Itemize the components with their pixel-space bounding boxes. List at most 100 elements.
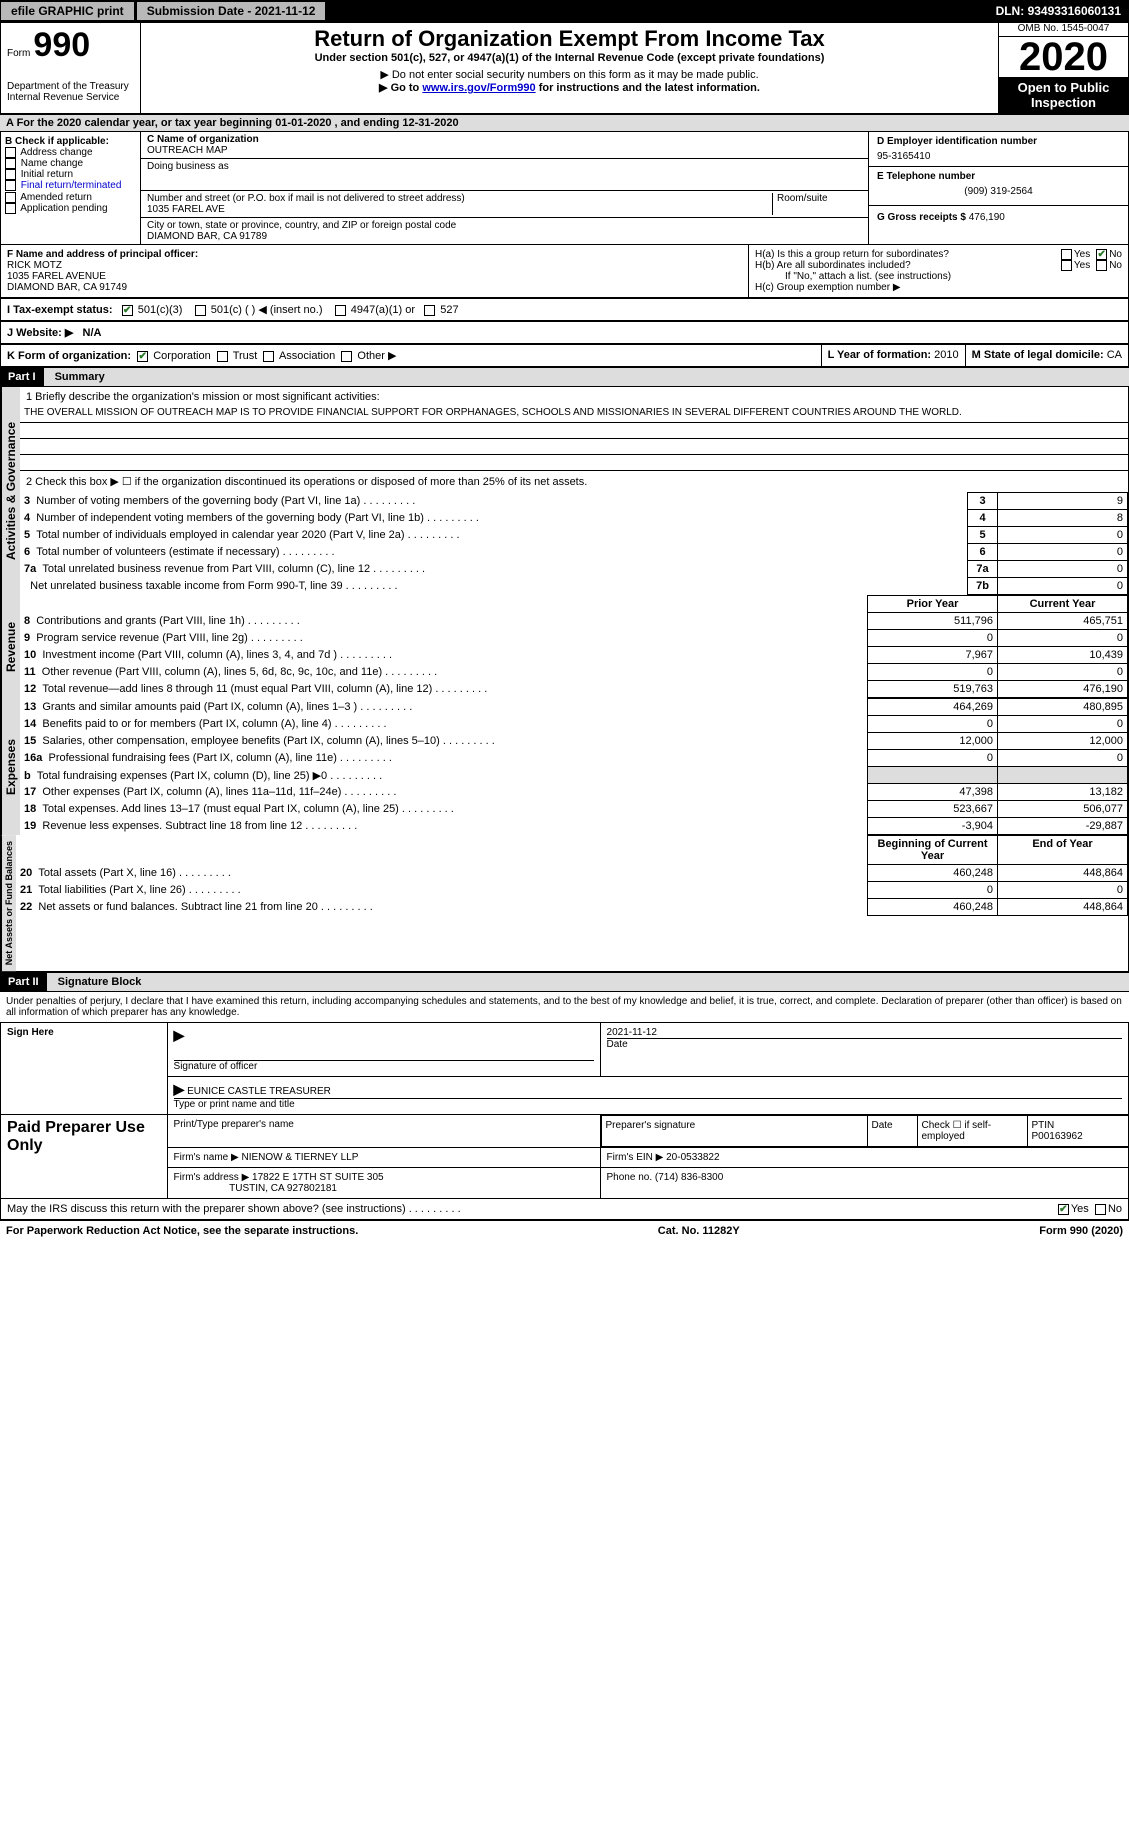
org-name-label: C Name of organization: [147, 134, 259, 145]
chk-label: Final return/terminated: [21, 181, 122, 192]
col-prior: Prior Year: [868, 596, 998, 613]
expenses-section: Expenses 13 Grants and similar amounts p…: [0, 698, 1129, 835]
footer-right: Form 990 (2020): [1039, 1225, 1123, 1237]
goto-suffix: for instructions and the latest informat…: [536, 82, 760, 94]
chk-corp[interactable]: Corporation: [137, 350, 211, 362]
no-label: No: [1108, 1203, 1122, 1215]
form-header: Form 990 Return of Organization Exempt F…: [0, 22, 1129, 114]
no-label: No: [1109, 260, 1122, 271]
website-value: N/A: [83, 327, 102, 339]
table-row: 4 Number of independent voting members o…: [20, 510, 1128, 527]
firm-addr-label: Firm's address ▶: [174, 1172, 253, 1183]
discuss-yes[interactable]: Yes: [1058, 1203, 1089, 1215]
chk-501c[interactable]: 501(c) ( ) ◀ (insert no.): [195, 304, 323, 316]
efile-button[interactable]: efile GRAPHIC print: [0, 1, 135, 21]
yes-label: Yes: [1071, 1203, 1089, 1215]
form-subtitle-3: ▶ Go to www.irs.gov/Form990 for instruct…: [147, 81, 992, 94]
chk-pending[interactable]: Application pending: [5, 203, 136, 214]
submission-date-value: 2021-11-12: [255, 4, 316, 18]
box-c: C Name of organizationOUTREACH MAP Doing…: [141, 132, 868, 244]
revenue-table: Prior YearCurrent Year 8 Contributions a…: [20, 595, 1128, 698]
opt-label: Association: [279, 350, 335, 362]
table-row: 16a Professional fundraising fees (Part …: [20, 750, 1128, 767]
chk-name-change[interactable]: Name change: [5, 158, 136, 169]
org-name: OUTREACH MAP: [147, 145, 228, 156]
form-subtitle-1: Under section 501(c), 527, or 4947(a)(1)…: [147, 52, 992, 64]
part2-title: Signature Block: [50, 973, 150, 991]
netassets-table: Beginning of Current YearEnd of Year 20 …: [16, 835, 1128, 916]
ha-yes[interactable]: Yes: [1061, 249, 1090, 260]
hb-yes[interactable]: Yes: [1061, 260, 1090, 271]
part1-title: Summary: [47, 368, 113, 386]
chk-initial-return[interactable]: Initial return: [5, 169, 136, 180]
submission-date-label: Submission Date -: [147, 4, 255, 18]
officer-name: RICK MOTZ: [7, 260, 62, 271]
date-label2: Date: [868, 1116, 918, 1146]
website-label: J Website: ▶: [7, 327, 73, 339]
chk-501c3[interactable]: 501(c)(3): [122, 304, 183, 316]
name-title-label: Type or print name and title: [174, 1098, 1122, 1110]
form-subtitle-2: ▶ Do not enter social security numbers o…: [147, 68, 992, 81]
hb-label: H(b) Are all subordinates included?: [755, 260, 1061, 271]
opt-label: Other ▶: [357, 350, 396, 362]
check-self[interactable]: Check ☐ if self-employed: [918, 1116, 1028, 1146]
hb-no[interactable]: No: [1096, 260, 1122, 271]
table-row: 7a Total unrelated business revenue from…: [20, 561, 1128, 578]
row-i: I Tax-exempt status: 501(c)(3) 501(c) ( …: [0, 298, 1129, 321]
col-end: End of Year: [998, 836, 1128, 865]
chk-assoc[interactable]: Association: [263, 350, 335, 362]
opt-label: 4947(a)(1) or: [351, 304, 415, 316]
table-row: 15 Salaries, other compensation, employe…: [20, 733, 1128, 750]
ptin-label: PTIN: [1032, 1120, 1055, 1131]
firm-addr: 17822 E 17TH ST SUITE 305: [252, 1172, 384, 1183]
vtab-governance: Activities & Governance: [1, 387, 20, 595]
col-begin: Beginning of Current Year: [868, 836, 998, 865]
year-formation-label: L Year of formation:: [828, 349, 935, 361]
hb-note: If "No," attach a list. (see instruction…: [755, 271, 1122, 282]
year-formation: 2010: [934, 349, 958, 361]
chk-amended[interactable]: Amended return: [5, 192, 136, 203]
dln-value: 93493316060131: [1028, 4, 1121, 18]
box-f-h: F Name and address of principal officer:…: [0, 245, 1129, 298]
chk-trust[interactable]: Trust: [217, 350, 258, 362]
top-bar: efile GRAPHIC print Submission Date - 20…: [0, 0, 1129, 22]
revenue-section: Revenue Prior YearCurrent Year 8 Contrib…: [0, 595, 1129, 698]
chk-final-return[interactable]: Final return/terminated: [5, 180, 136, 191]
domicile-value: CA: [1107, 349, 1122, 361]
street-address: 1035 FAREL AVE: [147, 204, 225, 215]
signature-table: Sign Here ▶ Signature of officer 2021-11…: [0, 1022, 1129, 1199]
dln-label: DLN:: [996, 4, 1028, 18]
row-klm: K Form of organization: Corporation Trus…: [0, 344, 1129, 367]
form-title: Return of Organization Exempt From Incom…: [147, 26, 992, 52]
chk-address-change[interactable]: Address change: [5, 147, 136, 158]
ha-no[interactable]: No: [1096, 249, 1122, 260]
discuss-row: May the IRS discuss this return with the…: [0, 1199, 1129, 1220]
footer-mid: Cat. No. 11282Y: [658, 1225, 740, 1237]
hc-label: H(c) Group exemption number ▶: [755, 282, 1122, 293]
chk-4947[interactable]: 4947(a)(1) or: [335, 304, 415, 316]
table-row: 3 Number of voting members of the govern…: [20, 493, 1128, 510]
firm-ein-label: Firm's EIN ▶: [607, 1152, 667, 1163]
table-row: 5 Total number of individuals employed i…: [20, 527, 1128, 544]
instructions-link[interactable]: www.irs.gov/Form990: [422, 82, 535, 94]
chk-527[interactable]: 527: [424, 304, 458, 316]
table-row: b Total fundraising expenses (Part IX, c…: [20, 767, 1128, 784]
goto-prefix: ▶ Go to: [379, 82, 422, 94]
chk-other[interactable]: Other ▶: [341, 350, 396, 362]
opt-label: 527: [440, 304, 458, 316]
arrow-icon: ▶: [174, 1027, 185, 1043]
ein-label: D Employer identification number: [877, 136, 1120, 147]
no-label: No: [1109, 249, 1122, 260]
discuss-no[interactable]: No: [1095, 1203, 1122, 1215]
arrow-icon: ▶: [174, 1081, 185, 1097]
yes-label: Yes: [1074, 249, 1090, 260]
chk-label: Initial return: [21, 169, 73, 180]
opt-label: 501(c)(3): [138, 304, 183, 316]
table-row: 18 Total expenses. Add lines 13–17 (must…: [20, 801, 1128, 818]
part2-header: Part II Signature Block: [0, 972, 1129, 992]
chk-label: Amended return: [20, 192, 92, 203]
firm-city: TUSTIN, CA 927802181: [229, 1183, 337, 1194]
firm-ein: 20-0533822: [666, 1152, 719, 1163]
table-row: 19 Revenue less expenses. Subtract line …: [20, 818, 1128, 835]
officer-name-title: EUNICE CASTLE TREASURER: [187, 1086, 331, 1097]
